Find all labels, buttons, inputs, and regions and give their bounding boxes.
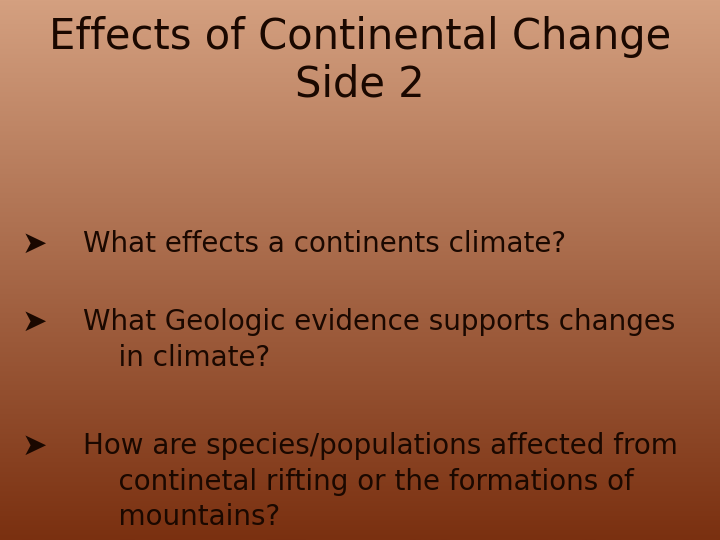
Text: How are species/populations affected from
    continetal rifting or the formatio: How are species/populations affected fro… <box>83 432 678 531</box>
Text: Effects of Continental Change
Side 2: Effects of Continental Change Side 2 <box>49 16 671 105</box>
Text: What Geologic evidence supports changes
    in climate?: What Geologic evidence supports changes … <box>83 308 675 372</box>
Text: What effects a continents climate?: What effects a continents climate? <box>83 230 566 258</box>
Text: ➤: ➤ <box>22 308 47 337</box>
Text: ➤: ➤ <box>22 432 47 461</box>
Text: ➤: ➤ <box>22 230 47 259</box>
